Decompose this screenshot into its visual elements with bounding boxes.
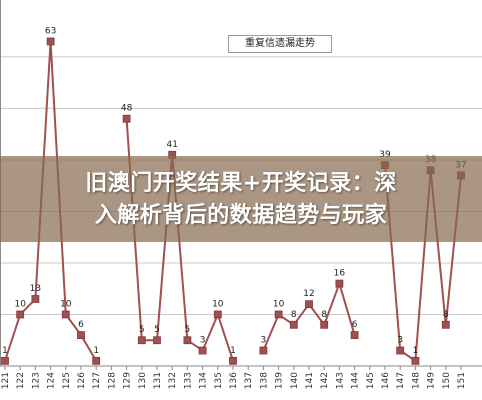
x-tick-label: 139 (275, 372, 285, 389)
x-tick-label: 129 (123, 372, 133, 389)
x-tick-label: 122 (16, 372, 26, 389)
data-point-marker (320, 320, 329, 329)
data-label: 1 (2, 346, 8, 356)
x-tick-label: 138 (259, 372, 269, 389)
banner-title-line-1: 旧澳门开奖结果+开奖记录：深 (85, 171, 397, 196)
x-tick-label: 135 (214, 372, 224, 389)
data-point-marker (259, 346, 268, 355)
data-label: 10 (14, 299, 26, 309)
data-label: 41 (166, 140, 177, 150)
x-tick-label: 128 (107, 372, 117, 389)
x-tick-label: 145 (366, 372, 376, 389)
data-label: 5 (139, 325, 145, 335)
data-label: 39 (379, 150, 391, 160)
data-point-marker (153, 336, 161, 345)
x-tick-label: 121 (1, 372, 11, 389)
data-point-marker (1, 356, 9, 365)
data-label: 5 (185, 325, 191, 335)
data-point-marker (198, 346, 207, 355)
banner-title-line-2: 入解析背后的数据趋势与玩家 (94, 203, 388, 228)
data-label: 5 (154, 325, 160, 335)
data-point-marker (213, 310, 222, 319)
data-point-marker (305, 300, 313, 309)
data-label: 3 (261, 336, 267, 346)
x-tick-label: 126 (77, 372, 87, 389)
data-label: 3 (200, 336, 206, 346)
x-tick-label: 131 (153, 372, 163, 389)
data-label: 6 (78, 320, 84, 330)
data-label: 10 (273, 299, 285, 309)
data-label: 1 (93, 346, 99, 356)
data-label: 63 (45, 26, 56, 36)
data-point-marker (441, 320, 450, 329)
data-label: 1 (230, 346, 236, 356)
data-point-marker (289, 320, 298, 329)
data-label: 1 (413, 346, 419, 356)
x-tick-label: 142 (320, 372, 330, 389)
data-label: 13 (30, 284, 41, 294)
x-tick-label: 133 (183, 372, 193, 389)
data-label: 10 (212, 299, 224, 309)
data-point-marker (350, 331, 359, 339)
title-banner: 旧澳门开奖结果+开奖记录：深 入解析背后的数据趋势与玩家 (0, 156, 482, 242)
data-point-marker (229, 356, 237, 365)
data-point-marker (274, 310, 283, 319)
data-point-marker (137, 336, 146, 345)
data-point-marker (92, 356, 101, 365)
x-tick-label: 146 (381, 372, 391, 389)
data-label: 16 (334, 269, 346, 279)
x-tick-label: 125 (62, 372, 72, 389)
data-label: 8 (321, 310, 327, 320)
data-point-marker (46, 37, 55, 46)
data-point-marker (411, 356, 420, 365)
data-point-marker (183, 336, 192, 345)
x-tick-label: 151 (457, 372, 467, 389)
data-point-marker (335, 279, 344, 288)
x-tick-label: 134 (199, 372, 209, 389)
x-tick-label: 123 (31, 372, 41, 389)
series-markers (1, 37, 465, 365)
data-point-marker (16, 310, 25, 319)
x-tick-label: 148 (411, 372, 421, 389)
data-label: 8 (443, 310, 449, 320)
x-tick-label: 149 (427, 372, 437, 389)
x-tick-label: 136 (229, 372, 239, 389)
series-line-segment (384, 165, 462, 363)
x-tick-label: 124 (47, 372, 57, 389)
data-label: 12 (303, 289, 314, 299)
data-point-marker (396, 346, 405, 355)
x-tick-label: 143 (335, 372, 345, 389)
data-point-marker (61, 310, 70, 319)
data-label: 48 (121, 104, 133, 114)
x-tick-label: 130 (138, 372, 148, 389)
legend: 重复信遗漏走势 (228, 35, 332, 53)
data-label: 3 (397, 336, 403, 346)
data-point-marker (77, 331, 85, 339)
data-label: 6 (352, 320, 358, 330)
data-label: 8 (291, 310, 297, 320)
x-tick-label: 144 (351, 372, 361, 389)
data-point-marker (122, 114, 131, 123)
data-label: 10 (60, 299, 72, 309)
x-tick-label: 127 (92, 372, 102, 389)
x-tick-label: 140 (290, 372, 300, 389)
x-tick-labels: 121 122 123 124 125 126 127 128 129 130 131 132 133 1… (1, 366, 467, 389)
x-tick-label: 141 (305, 372, 315, 389)
x-tick-label: 147 (396, 372, 406, 389)
x-tick-label: 137 (244, 372, 254, 389)
x-tick-label: 150 (442, 372, 452, 389)
data-point-marker (31, 295, 40, 303)
x-tick-label: 132 (168, 372, 178, 389)
